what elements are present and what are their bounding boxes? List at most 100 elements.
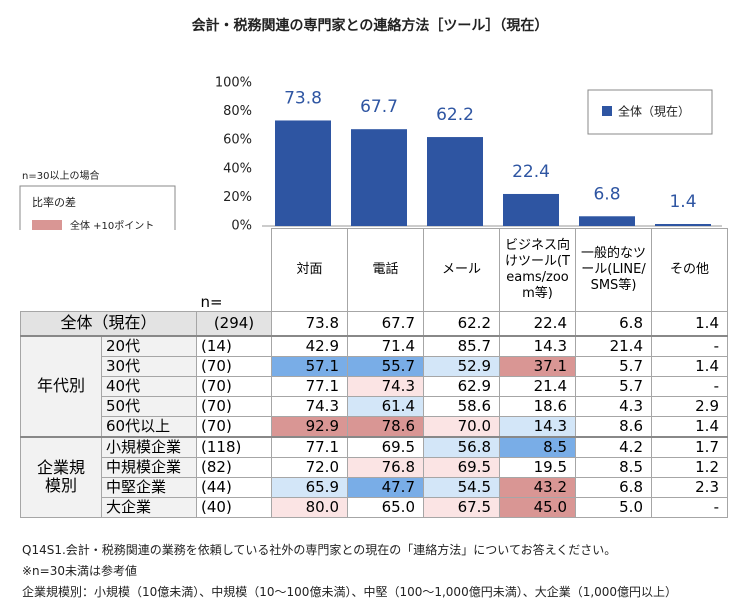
- footnote: 企業規模別：小規模（10億未満）、中規模（10～100億未満）、中堅（100～1…: [22, 585, 678, 599]
- table-cell: 22.4: [499, 311, 576, 336]
- table-cell: 57.1: [271, 355, 348, 377]
- table-cell: 45.0: [499, 496, 576, 518]
- table-cell: 69.5: [423, 456, 500, 478]
- bar: [427, 137, 483, 226]
- table-cell: 2.3: [651, 476, 728, 498]
- table-cell: 62.2: [423, 311, 500, 336]
- table-cell: 74.3: [347, 375, 424, 397]
- table-cell: 小規模企業: [101, 436, 197, 458]
- table-cell: 74.3: [271, 395, 348, 417]
- table-cell: 5.0: [575, 496, 652, 518]
- table-row: 全体（現在） (294) 73.8 67.7 62.2 22.4 6.8 1.4: [20, 311, 728, 336]
- table-cell: 70.0: [423, 415, 500, 437]
- column-header: その他: [651, 228, 728, 312]
- table-cell: -: [651, 496, 728, 518]
- table-cell: 8.5: [499, 436, 576, 458]
- y-tick-label: 20%: [223, 190, 252, 205]
- table-cell: (70): [196, 375, 272, 397]
- table-cell: 92.9: [271, 415, 348, 437]
- table-cell: 69.5: [347, 436, 424, 458]
- value-label: 73.8: [284, 88, 322, 108]
- footnote: Q14S1.会計・税務関連の業務を依頼している社外の専門家との現在の「連絡方法」…: [22, 543, 617, 557]
- chart-title: 会計・税務関連の専門家との連絡方法［ツール］（現在）: [192, 17, 549, 34]
- table-cell: 19.5: [499, 456, 576, 478]
- bar: [275, 120, 331, 226]
- column-header: 一般的なツール(LINE/SMS等): [575, 228, 652, 312]
- table-row: 中堅企業 (44) 65.9 47.7 54.5 43.2 6.8 2.3: [21, 476, 728, 498]
- table-cell: 8.6: [575, 415, 652, 437]
- value-label: 22.4: [512, 162, 550, 182]
- table-cell: 1.4: [651, 311, 728, 336]
- table-cell: (82): [196, 456, 272, 478]
- table-cell: 61.4: [347, 395, 424, 417]
- table-cell: 50代: [101, 395, 197, 417]
- legend-swatch: [602, 106, 612, 116]
- bar: [655, 223, 711, 226]
- table-cell: (44): [196, 476, 272, 498]
- table-cell: 67.7: [347, 311, 424, 336]
- table-cell: (14): [196, 335, 272, 357]
- table-cell: 60代以上: [101, 415, 197, 437]
- table-cell: 62.9: [423, 375, 500, 397]
- table-cell: 5.7: [575, 355, 652, 377]
- table-cell: -: [651, 375, 728, 397]
- table-cell: 中堅企業: [101, 476, 197, 498]
- table-row: 40代 (70) 77.1 74.3 62.9 21.4 5.7-: [21, 375, 728, 397]
- value-label: 62.2: [436, 105, 474, 125]
- table-cell: 2.9: [651, 395, 728, 417]
- y-tick-label: 60%: [223, 133, 252, 148]
- table-cell: 55.7: [347, 355, 424, 377]
- table-cell: 14.3: [499, 415, 576, 437]
- table-cell: 52.9: [423, 355, 500, 377]
- table-cell: (294): [196, 311, 272, 336]
- diff-legend-label: 全体 +10ポイント: [70, 219, 154, 230]
- table-cell: 65.0: [347, 496, 424, 518]
- table-cell: 78.6: [347, 415, 424, 437]
- table-cell: 4.3: [575, 395, 652, 417]
- legend-label: 全体（現在）: [618, 104, 690, 119]
- column-header: 電話: [347, 228, 424, 312]
- table-row: 企業規模別 小規模企業 (118) 77.1 69.5 56.8 8.5 4.2 1.7: [20, 436, 728, 518]
- table-cell: 65.9: [271, 476, 348, 498]
- bar: [351, 129, 407, 226]
- table-cell: 72.0: [271, 456, 348, 478]
- table-cell: 67.5: [423, 496, 500, 518]
- table-cell: 54.5: [423, 476, 500, 498]
- table-cell: 76.8: [347, 456, 424, 478]
- table-cell: 中規模企業: [101, 456, 197, 478]
- table-cell: [20, 228, 197, 312]
- diff-legend-title: 比率の差: [32, 195, 76, 209]
- table-cell: 73.8: [271, 311, 348, 336]
- table-cell: 20代: [101, 335, 197, 357]
- table-cell: 37.1: [499, 355, 576, 377]
- footnote: ※n=30未満は参考値: [22, 564, 137, 578]
- table-cell: 1.2: [651, 456, 728, 478]
- table-row: 中規模企業 (82) 72.0 76.8 69.5 19.5 8.5 1.2: [21, 456, 728, 478]
- table-cell: 58.6: [423, 395, 500, 417]
- column-header: 対面: [271, 228, 348, 312]
- chart: 会計・税務関連の専門家との連絡方法［ツール］（現在） n=30以上の場合 比率の…: [19, 17, 722, 230]
- table-row: 大企業 (40) 80.0 65.0 67.5 45.0 5.0-: [21, 496, 728, 518]
- note: n=30以上の場合: [22, 169, 99, 182]
- bar: [503, 193, 559, 226]
- table-cell: 43.2: [499, 476, 576, 498]
- table-cell: 42.9: [271, 335, 348, 357]
- y-tick-label: 100%: [215, 76, 252, 91]
- table-cell: 4.2: [575, 436, 652, 458]
- table-cell: (118): [196, 436, 272, 458]
- table-cell: 大企業: [101, 496, 197, 518]
- table-row: 60代以上 (70) 92.9 78.6 70.0 14.3 8.6 1.4: [21, 415, 728, 437]
- table-cell: 1.7: [651, 436, 728, 458]
- table-row: 30代 (70) 57.1 55.7 52.9 37.1 5.7 1.4: [21, 355, 728, 377]
- table-cell: 8.5: [575, 456, 652, 478]
- table-cell: (70): [196, 355, 272, 377]
- table-cell: 85.7: [423, 335, 500, 357]
- table-cell: 企業規模別: [20, 436, 102, 518]
- y-tick-label: 80%: [223, 104, 252, 119]
- table-cell: (40): [196, 496, 272, 518]
- table-cell: 1.4: [651, 355, 728, 377]
- value-label: 6.8: [593, 184, 620, 204]
- table-cell: 18.6: [499, 395, 576, 417]
- table-cell: (70): [196, 395, 272, 417]
